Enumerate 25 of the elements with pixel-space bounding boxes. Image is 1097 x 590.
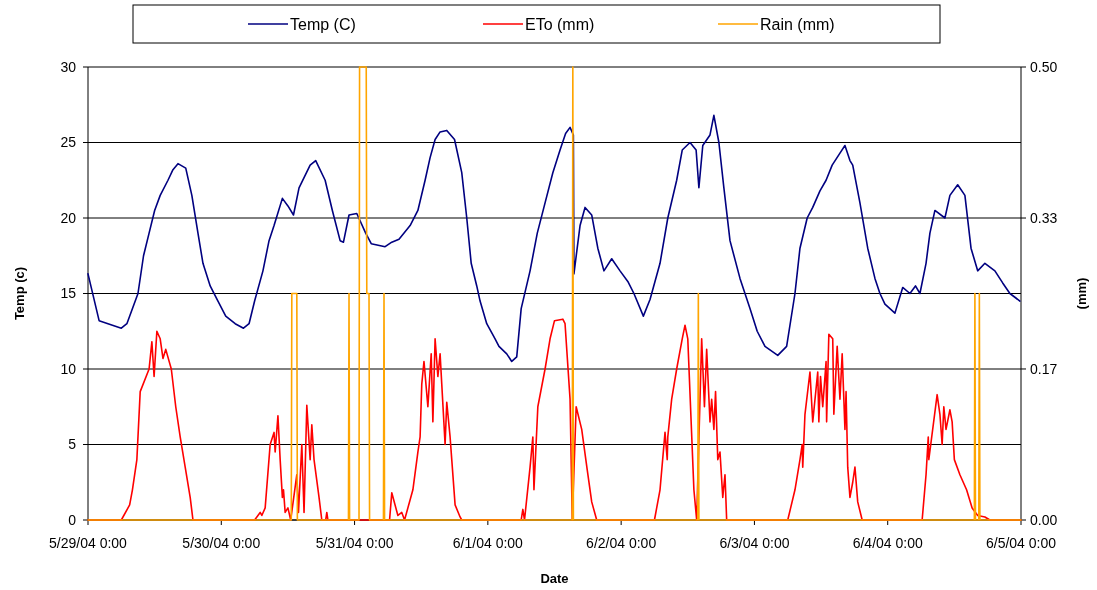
y2-axis-title: (mm) [1074, 277, 1089, 310]
x-tick-label: 5/29/04 0:00 [49, 535, 128, 551]
x-tick-label: 6/5/04 0:00 [985, 535, 1057, 551]
x-tick-label: 6/3/04 0:00 [719, 535, 790, 551]
y-tick-label: 10 [60, 360, 77, 377]
y2-tick-label: 0.17 [1030, 360, 1058, 377]
x-tick-label: 6/2/04 0:00 [586, 535, 657, 551]
x-tick-label: 6/1/04 0:00 [452, 535, 524, 551]
y-tick-label: 25 [60, 134, 77, 151]
y2-tick-label: 0.00 [1030, 511, 1058, 528]
y2-tick-label: 0.50 [1030, 58, 1058, 75]
y2-tick-label: 0.33 [1030, 209, 1058, 226]
y-tick-label: 20 [60, 209, 77, 226]
y-tick-label: 5 [68, 436, 77, 453]
legend-label: Temp (C) [290, 15, 356, 33]
x-tick-label: 5/30/04 0:00 [182, 535, 261, 551]
y-tick-label: 0 [68, 511, 77, 528]
y-tick-label: 15 [60, 285, 77, 302]
x-tick-label: 6/4/04 0:00 [852, 535, 923, 551]
x-axis-title: Date [540, 571, 569, 586]
legend-label: Rain (mm) [760, 15, 835, 33]
y-tick-label: 30 [60, 58, 77, 75]
y-axis-title: Temp (c) [12, 266, 27, 321]
x-tick-label: 5/31/04 0:00 [315, 535, 394, 551]
legend-label: ETo (mm) [525, 15, 595, 33]
